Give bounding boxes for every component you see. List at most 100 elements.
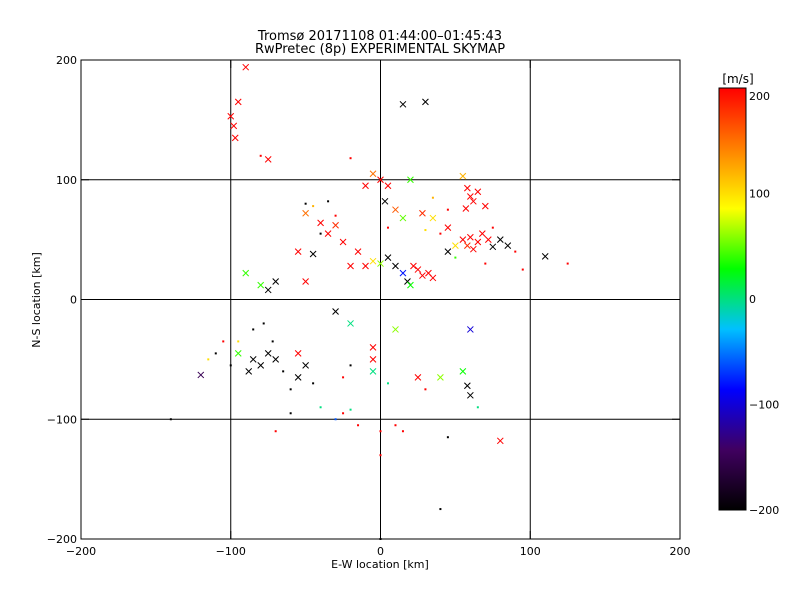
data-point-cross [496,236,504,243]
colorbar-title: [m/s] [722,72,753,86]
data-point-cross [489,243,497,251]
y-axis-ticks: −200 −100 0 100 200 [47,54,680,546]
y-axis-label: N-S location [km] [30,252,43,348]
data-point-cross [332,308,339,315]
data-point-dot [349,364,352,367]
data-point-dot [207,358,210,361]
data-point-cross [227,112,235,120]
data-point-cross [414,266,422,273]
data-point-dot [271,340,274,343]
data-point-cross [245,367,253,375]
data-point-cross [419,209,426,217]
colorbar-tick-label: 0 [749,293,756,306]
y-tick-label: 100 [56,174,77,187]
data-point-cross [294,373,302,381]
data-point-dot [304,202,307,205]
data-point-cross [381,197,389,205]
x-tick-label: 200 [670,545,691,558]
data-point-cross [474,188,482,196]
data-point-dot [349,408,352,411]
data-point-cross [466,391,474,399]
data-point-cross [294,350,302,357]
data-point-cross [384,182,392,190]
data-point-cross [294,248,302,255]
data-point-cross [302,278,309,285]
colorbar-ticks: −200 −100 0 100 200 [749,90,779,517]
data-point-dot [439,232,442,235]
data-point-cross [369,356,377,363]
data-point-dot [289,388,292,391]
data-point-cross [407,176,414,184]
data-point-dot [237,340,240,343]
x-tick-label: −200 [66,545,96,558]
data-point-dot [169,418,172,421]
data-point-dot [262,322,265,325]
data-point-dot [439,508,442,511]
data-point-dot [566,262,569,265]
data-point-cross [257,362,265,369]
data-point-dot [222,340,225,343]
chart-title: Tromsø 20171108 01:44:00–01:45:43 [257,29,502,44]
data-point-cross [464,242,471,249]
data-point-cross [469,245,477,253]
data-point-dot [454,256,457,259]
data-point-cross [392,326,399,333]
data-point-cross [392,206,399,214]
data-point-dot [312,205,315,208]
data-point-cross [466,233,474,241]
data-point-dot [379,454,382,457]
data-point-dot [446,208,449,211]
data-point-cross [264,286,272,294]
data-point-dot [349,157,352,160]
data-point-dot [401,430,404,433]
data-point-cross [317,219,324,227]
data-point-cross [354,248,362,255]
data-point-cross [466,193,474,200]
y-tick-label: 0 [70,294,77,307]
data-point-cross [272,356,280,363]
data-point-cross [452,242,459,249]
colorbar-tick-label: −200 [749,504,779,517]
data-point-cross [234,98,242,106]
data-point-dot [476,406,479,409]
data-point-cross [324,230,332,237]
data-point-cross [484,236,492,243]
data-point-cross [272,278,280,285]
data-point-cross [541,253,549,260]
data-point-cross [419,272,426,279]
data-point-dot [379,430,382,433]
data-point-dot [386,382,389,385]
data-point-cross [369,257,377,265]
data-point-dot [274,430,277,433]
data-point-cross [414,373,422,381]
data-point-cross [444,224,452,232]
data-point-dot [424,388,427,391]
x-tick-label: 100 [520,545,541,558]
data-point-cross [362,262,369,270]
data-point-cross [466,326,474,333]
data-point-cross [474,238,482,246]
data-point-dot [342,376,345,379]
data-point-cross [362,182,369,190]
data-point-cross [339,238,347,246]
chart-subtitle: RwPretec (8p) EXPERIMENTAL SKYMAP [255,42,505,57]
data-point-dot [214,352,217,355]
data-point-dot [424,229,427,232]
data-point-cross [399,269,407,277]
y-tick-label: 200 [56,54,77,67]
data-point-dot [289,412,292,415]
data-point-dot [282,370,285,373]
data-point-dot [312,382,315,385]
data-point-cross [249,356,257,363]
data-point-cross [309,250,317,258]
data-point-cross [464,382,471,390]
data-point-dot [484,262,487,265]
data-point-cross [369,170,377,178]
data-point-cross [444,248,452,255]
data-point-dot [386,226,389,229]
x-tick-label: 0 [377,545,384,558]
data-point-cross [347,320,354,327]
data-point-dot [394,424,397,427]
data-point-dot [319,232,322,235]
